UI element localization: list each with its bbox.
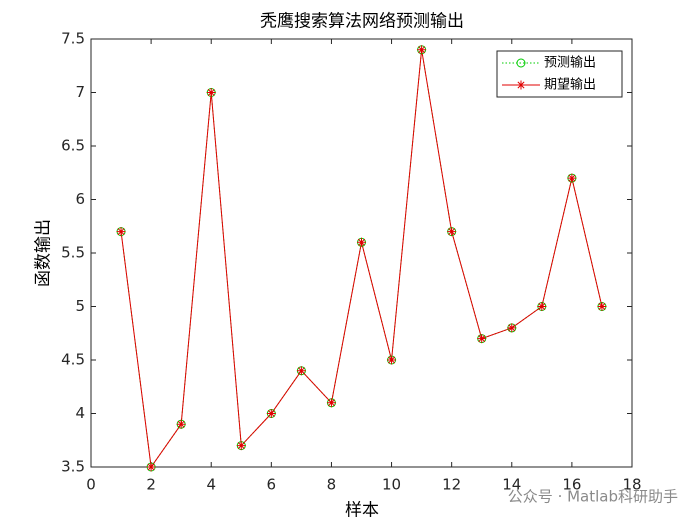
marker [477,334,487,344]
watermark: 公众号 · Matlab科研助手 [508,488,678,506]
y-tick-label: 6 [75,190,85,208]
marker [206,88,216,97]
marker [417,45,427,55]
x-tick-label: 4 [206,476,216,494]
marker [357,237,366,247]
marker [597,302,607,311]
marker [537,302,547,311]
x-tick-label: 14 [502,476,521,494]
x-axis-label: 样本 [345,501,379,521]
y-tick-label: 4.5 [61,351,85,369]
marker [296,366,306,376]
marker [236,441,246,451]
y-tick-label: 6.5 [61,137,85,155]
x-tick-label: 2 [146,476,156,494]
marker [447,227,457,237]
legend-marker [516,58,526,68]
y-tick-label: 7.5 [61,30,85,48]
chart-title: 秃鹰搜索算法网络预测输出 [260,12,464,32]
y-tick-label: 5 [75,297,85,315]
y-axis-label: 函数输出 [34,219,54,287]
marker [176,419,186,429]
x-tick-label: 16 [562,476,581,494]
legend-label: 预测输出 [544,55,596,71]
marker [116,227,126,237]
legend-box [496,50,623,98]
y-tick-label: 3.5 [61,458,85,476]
marker [507,323,517,333]
marker [567,173,577,183]
legend-label: 期望输出 [544,77,596,93]
x-tick-label: 12 [442,476,461,494]
x-tick-label: 0 [86,476,96,494]
marker [146,462,156,472]
x-tick-label: 10 [382,476,401,494]
y-tick-label: 7 [75,83,85,101]
plot-area [90,38,633,468]
marker [266,409,276,418]
y-tick-label: 5.5 [61,244,85,262]
y-tick-label: 4 [75,404,85,422]
x-tick-label: 18 [622,476,641,494]
legend-marker [516,80,526,90]
x-tick-label: 6 [267,476,277,494]
marker [387,355,397,365]
x-tick-label: 8 [327,476,337,494]
marker [326,398,336,408]
